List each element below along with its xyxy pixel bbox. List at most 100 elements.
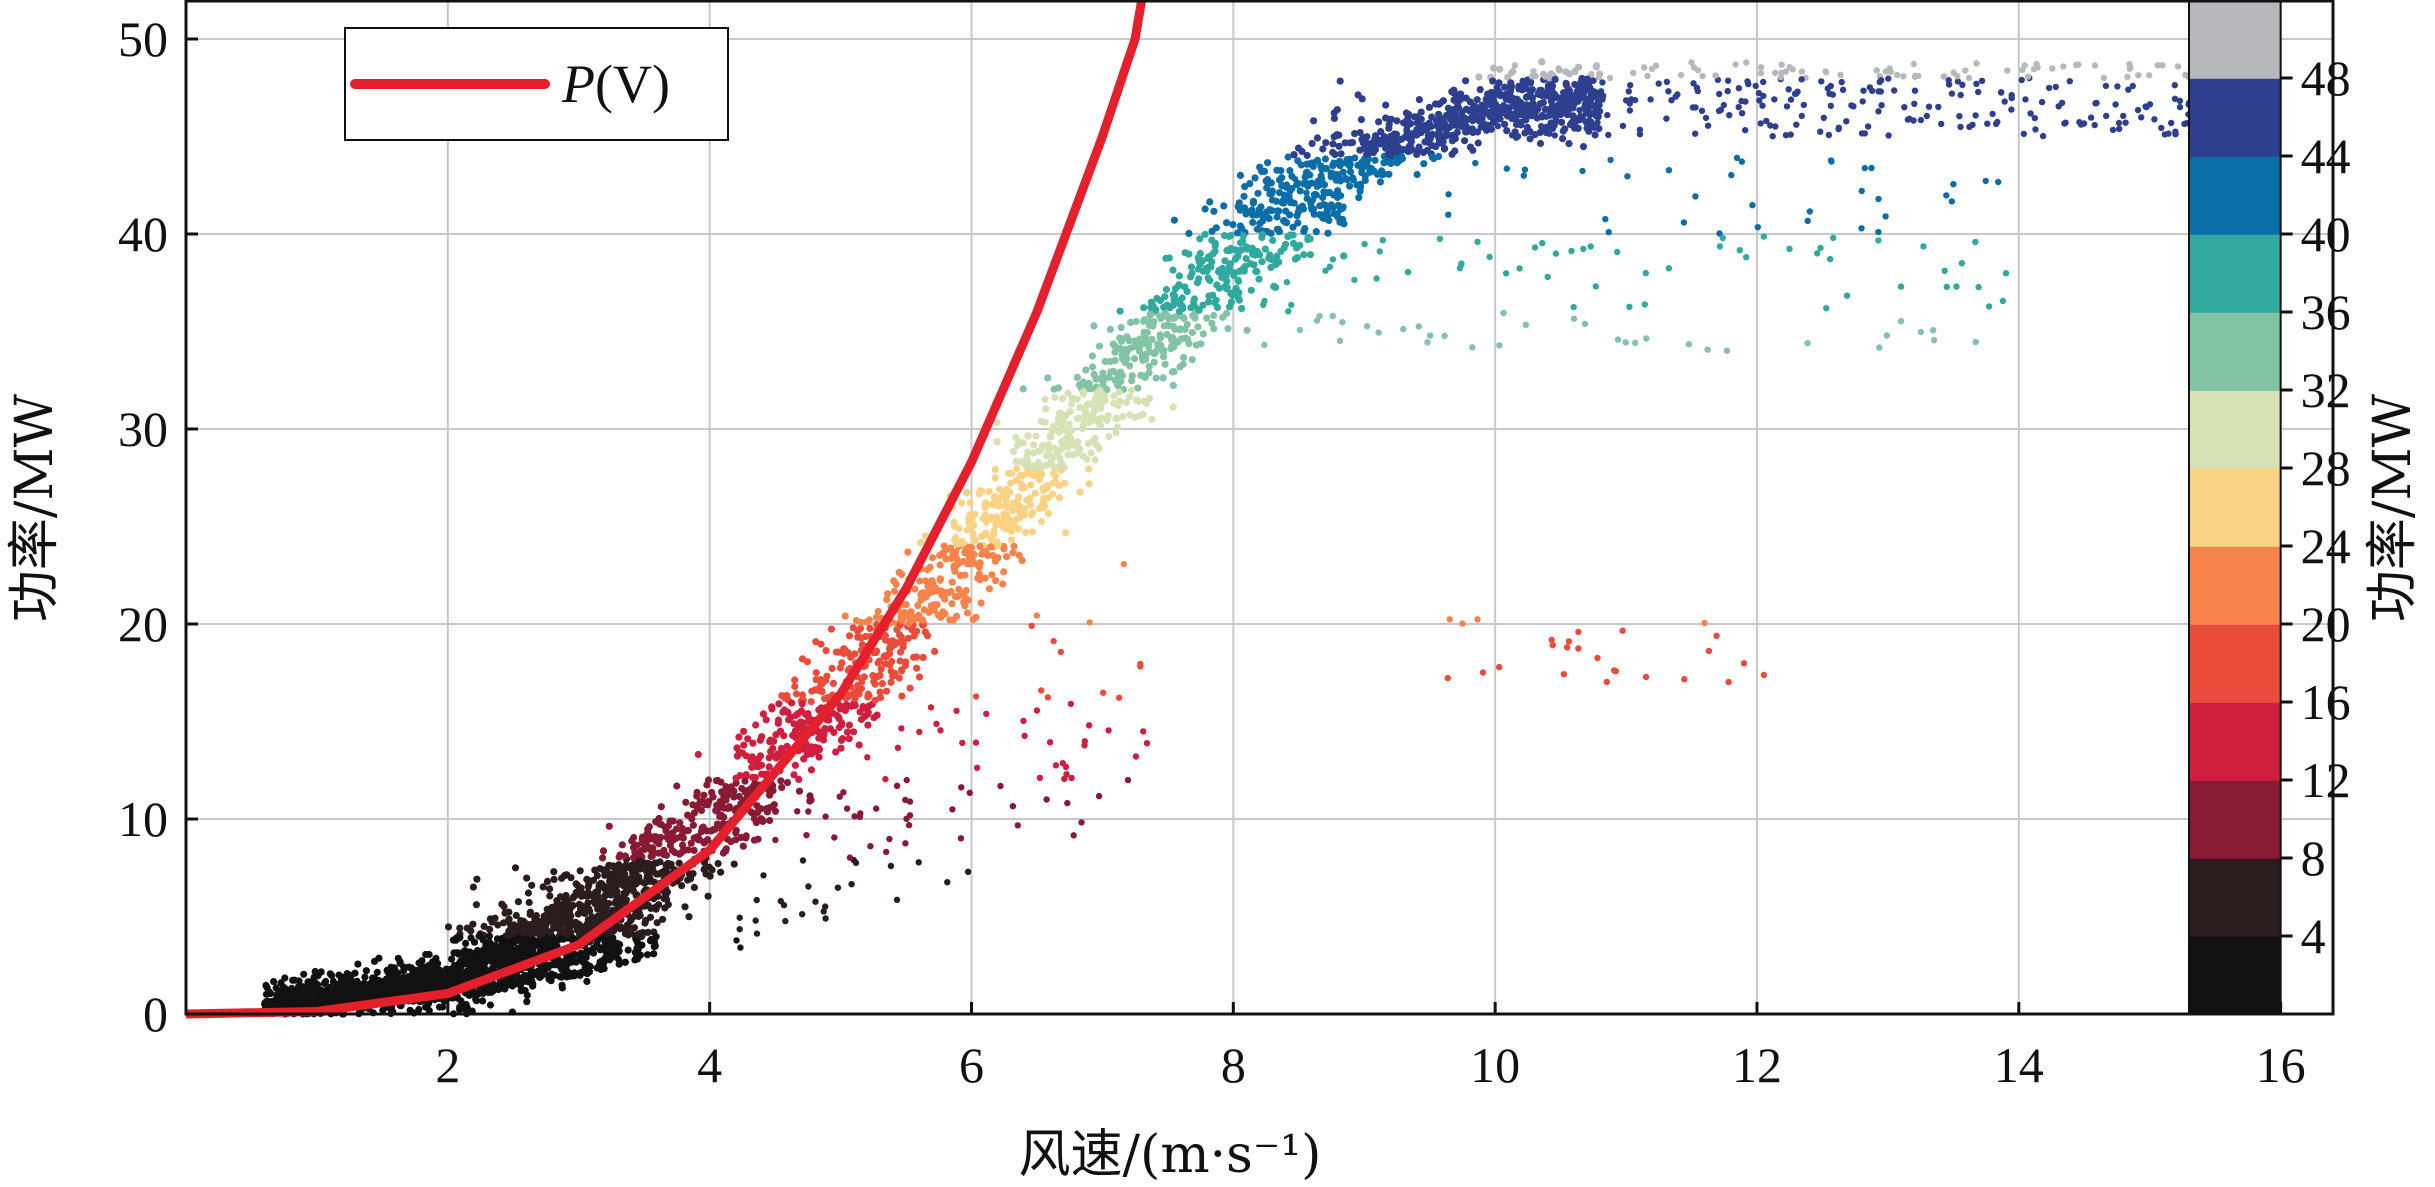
scatter-point	[1448, 137, 1456, 145]
scatter-point	[563, 931, 571, 939]
scatter-point	[904, 548, 912, 556]
scatter-point	[931, 647, 939, 656]
scatter-point	[836, 702, 844, 710]
scatter-point	[1140, 304, 1148, 312]
scatter-point	[473, 875, 481, 883]
scatter-point	[1256, 163, 1264, 171]
scatter-point	[485, 946, 493, 954]
scatter-point	[1377, 128, 1385, 136]
scatter-point	[1201, 230, 1209, 238]
scatter-point	[1357, 116, 1365, 124]
scatter-point	[694, 804, 702, 812]
scatter-point	[741, 777, 749, 785]
scatter-point	[740, 741, 748, 749]
scatter-point	[986, 543, 995, 551]
scatter-point	[891, 669, 899, 678]
scatter-point	[361, 973, 369, 981]
scatter-point	[841, 706, 850, 715]
scatter-point	[990, 527, 998, 535]
scatter-point	[1296, 187, 1304, 195]
scatter-point	[771, 807, 780, 815]
scatter-point	[1183, 320, 1191, 329]
scatter-point	[1092, 375, 1100, 383]
scatter-point	[646, 913, 655, 921]
scatter-point	[1146, 348, 1154, 356]
scatter-point	[1201, 205, 1209, 213]
scatter-point	[526, 977, 534, 985]
scatter-point	[1073, 373, 1081, 381]
scatter-point	[1181, 283, 1189, 291]
scatter-point	[1546, 130, 1553, 137]
scatter-point	[1297, 161, 1305, 169]
scatter-point	[1044, 374, 1052, 382]
scatter-point	[648, 846, 657, 855]
scatter-point	[1243, 326, 1251, 334]
scatter-point	[1420, 160, 1428, 168]
scatter-point	[1051, 472, 1059, 480]
scatter-point	[619, 873, 627, 882]
scatter-point	[1097, 405, 1105, 413]
scatter-point	[1562, 79, 1570, 87]
scatter-point	[873, 673, 881, 681]
scatter-point	[1965, 74, 1973, 82]
scatter-point	[1021, 505, 1029, 513]
scatter-point	[563, 954, 571, 962]
scatter-point	[600, 885, 609, 893]
scatter-point	[864, 721, 872, 729]
scatter-point	[1251, 211, 1259, 219]
scatter-point	[722, 847, 730, 855]
scatter-point	[963, 526, 972, 534]
scatter-point	[1375, 118, 1383, 126]
scatter-point	[696, 798, 704, 806]
scatter-point	[629, 854, 638, 862]
scatter-point	[1369, 142, 1377, 150]
scatter-point	[1179, 313, 1187, 321]
scatter-point	[1095, 445, 1103, 453]
scatter-point	[724, 804, 732, 813]
scatter-point	[1839, 86, 1847, 94]
scatter-point	[354, 960, 362, 968]
scatter-point	[1059, 461, 1067, 469]
scatter-point	[558, 966, 566, 974]
scatter-point	[1372, 132, 1380, 140]
scatter-point	[1203, 314, 1211, 322]
scatter-point	[1079, 387, 1088, 396]
scatter-point	[272, 984, 280, 992]
scatter-point	[1093, 415, 1101, 423]
scatter-point	[972, 613, 980, 621]
scatter-point	[517, 937, 525, 945]
scatter-point	[685, 913, 693, 921]
scatter-point	[538, 971, 546, 980]
scatter-point	[1043, 482, 1051, 490]
scatter-point	[1273, 213, 1281, 221]
scatter-point	[522, 940, 530, 949]
scatter-point	[449, 936, 457, 944]
scatter-point	[902, 658, 910, 666]
scatter-point	[1329, 140, 1337, 148]
scatter-point	[607, 891, 615, 899]
scatter-point	[1456, 114, 1465, 122]
scatter-point	[320, 979, 328, 988]
scatter-point	[1109, 340, 1117, 348]
scatter-point	[609, 934, 617, 942]
scatter-point	[1561, 125, 1569, 133]
scatter-point	[955, 585, 963, 593]
scatter-point	[672, 825, 681, 833]
scatter-point	[845, 632, 854, 640]
scatter-point	[1286, 231, 1294, 239]
scatter-point	[898, 610, 907, 618]
scatter-point	[963, 489, 971, 497]
scatter-point	[1230, 271, 1238, 280]
scatter-point	[1105, 433, 1113, 441]
scatter-point	[1031, 489, 1039, 497]
scatter-point	[1501, 83, 1509, 91]
scatter-point	[1136, 339, 1145, 347]
scatter-point	[775, 752, 783, 760]
scatter-point	[888, 657, 896, 666]
scatter-point	[1018, 484, 1026, 492]
scatter-point	[1599, 79, 1606, 86]
scatter-point	[1152, 348, 1160, 356]
scatter-point	[1163, 331, 1171, 339]
scatter-point	[463, 967, 471, 976]
scatter-point	[270, 978, 278, 986]
